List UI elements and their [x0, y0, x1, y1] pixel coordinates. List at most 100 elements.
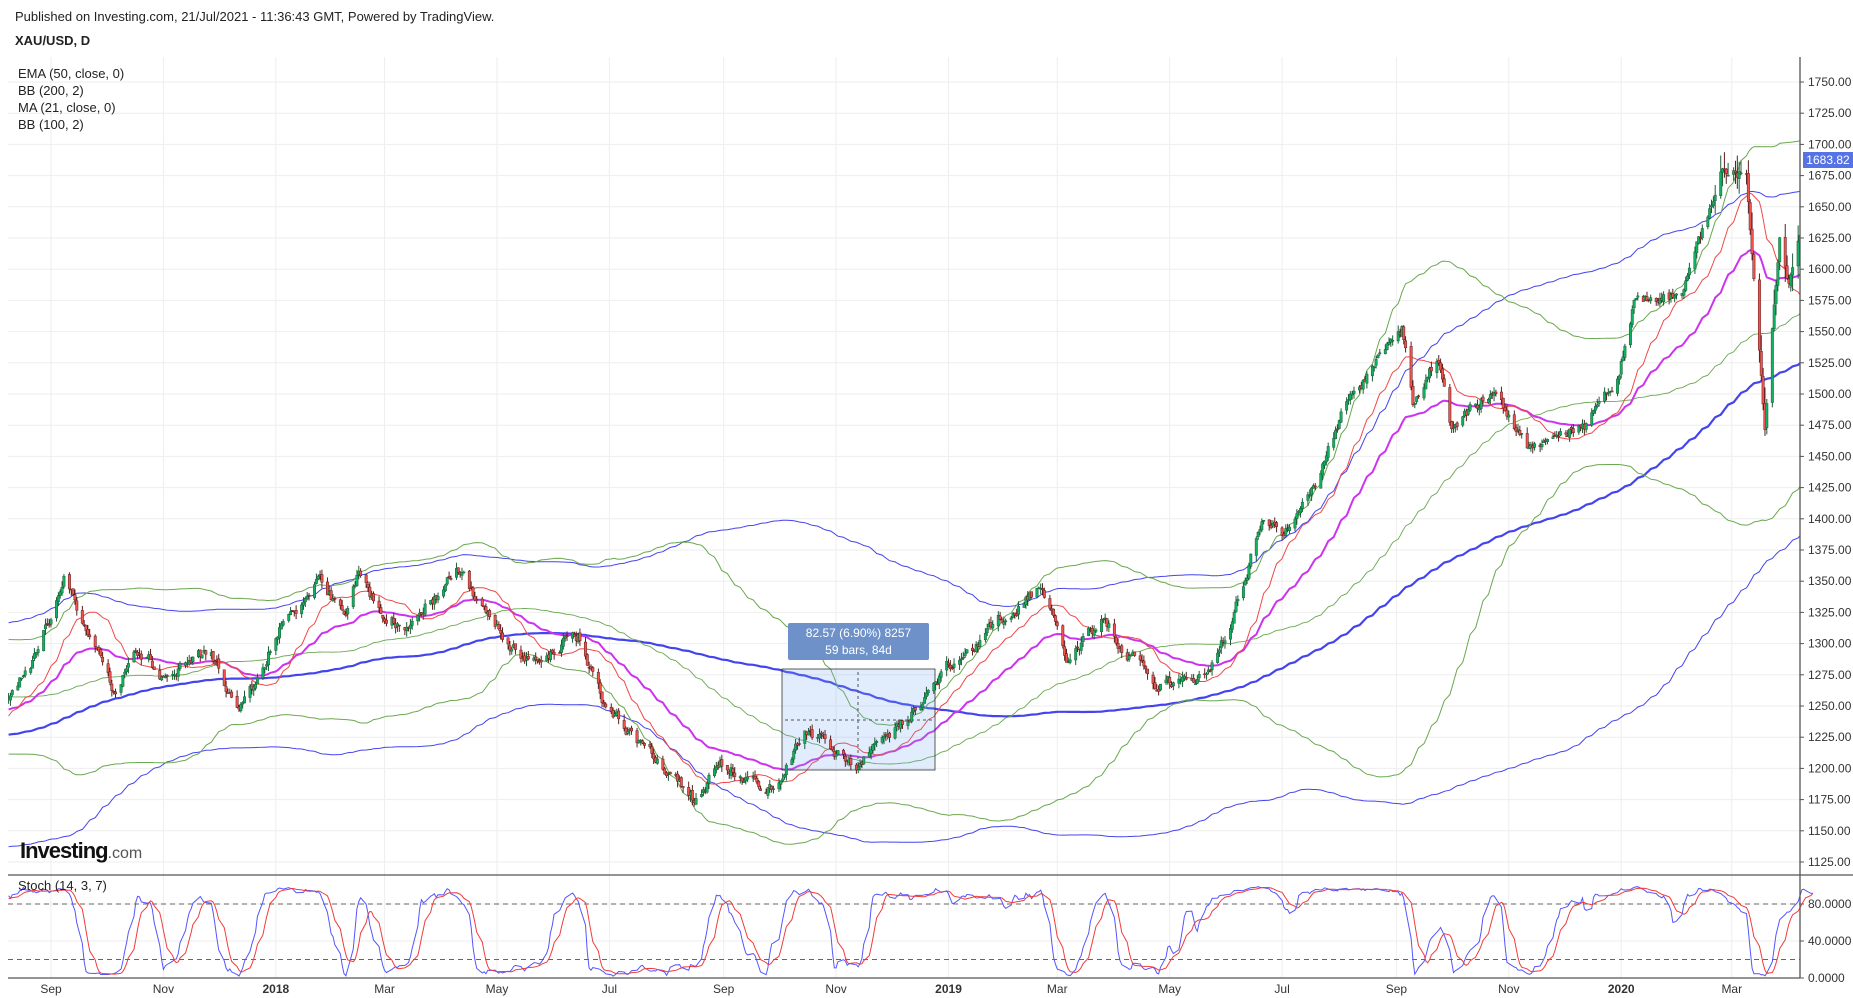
candle-up [432, 596, 436, 605]
candle-down [635, 730, 639, 744]
candle-down [377, 600, 381, 609]
candle-up [1210, 662, 1214, 670]
candle-up [862, 756, 866, 765]
candle-up [1230, 621, 1234, 630]
stoch-legend[interactable]: Stoch (14, 3, 7) [18, 878, 107, 893]
candle-up [460, 571, 464, 576]
candle-up [18, 677, 22, 688]
candle-up [274, 638, 278, 651]
candle-up [910, 711, 914, 722]
candle-up [1306, 494, 1310, 501]
candle-up [279, 623, 283, 630]
candle-down [550, 649, 554, 653]
candle-down [1404, 340, 1408, 349]
candle-up [1345, 401, 1349, 411]
candle-down [585, 654, 589, 666]
candle-up [807, 731, 810, 736]
candle-up [1245, 577, 1249, 581]
candle-up [1243, 580, 1247, 586]
candle-down [1120, 645, 1124, 653]
candle-up [1772, 304, 1776, 329]
candle-up [410, 620, 414, 626]
candle-up [1791, 267, 1795, 276]
candle-down [307, 594, 311, 597]
candle-up [934, 681, 938, 685]
candle-up [1376, 354, 1380, 359]
candle-down [1153, 682, 1157, 689]
candle-down [359, 570, 363, 577]
candle-up [351, 586, 355, 607]
indicator-legend: EMA (50, close, 0) BB (200, 2) MA (21, c… [18, 65, 124, 133]
candle-up [1487, 399, 1490, 403]
y-tick-label: 1225.00 [1808, 730, 1852, 744]
candle-up [1293, 518, 1297, 529]
candle-up [1002, 621, 1006, 625]
candle-down [1439, 362, 1443, 371]
candle-up [961, 656, 965, 659]
candle-down [1192, 678, 1196, 683]
legend-bb200[interactable]: BB (200, 2) [18, 83, 84, 98]
candle-up [818, 734, 821, 739]
candle-up [1593, 406, 1597, 411]
candle-down [1761, 376, 1765, 405]
candle-down [1208, 670, 1212, 672]
candle-down [998, 615, 1002, 620]
candle-up [1623, 345, 1627, 358]
candle-up [316, 576, 320, 580]
stoch-k-line [8, 886, 1813, 977]
candle-down [1783, 237, 1787, 268]
candle-up [32, 653, 36, 659]
candle-up [121, 674, 125, 687]
x-tick-label: 2018 [262, 982, 289, 996]
candle-up [707, 774, 711, 784]
candle-up [714, 766, 718, 771]
candle-up [1632, 299, 1636, 309]
candle-up [932, 682, 936, 692]
candle-down [1168, 676, 1172, 684]
y-tick-label: 1550.00 [1808, 325, 1852, 339]
candle-down [372, 593, 375, 602]
candle-up [1334, 429, 1337, 440]
x-tick-label: Nov [153, 982, 174, 996]
candle-up [263, 667, 267, 670]
candle-down [86, 629, 90, 636]
candle-down [1030, 591, 1033, 598]
candle-up [20, 677, 23, 680]
candle-up [1713, 194, 1717, 201]
candle-down [753, 776, 757, 780]
candle-up [1352, 390, 1356, 394]
candle-up [1241, 586, 1245, 599]
candle-up [1284, 528, 1288, 536]
candle-up [1326, 446, 1330, 458]
candle-up [1603, 391, 1607, 402]
candle-down [609, 707, 613, 713]
legend-ma21[interactable]: MA (21, close, 0) [18, 100, 116, 115]
candle-up [1159, 683, 1162, 691]
symbol-title: XAU/USD, D [15, 33, 91, 48]
candle-down [679, 777, 683, 787]
candle-up [278, 627, 281, 639]
candle-up [1339, 411, 1343, 423]
legend-ema50[interactable]: EMA (50, close, 0) [18, 66, 125, 81]
y-tick-label: 1575.00 [1808, 293, 1852, 307]
candle-down [139, 653, 143, 660]
ma21-line [8, 192, 1800, 785]
candle-down [1142, 660, 1146, 667]
candle-up [766, 787, 770, 796]
legend-bb100[interactable]: BB (100, 2) [18, 117, 84, 132]
stoch-d-line [8, 886, 1814, 975]
candle-down [1065, 653, 1068, 663]
candle-down [578, 632, 582, 642]
candle-up [442, 589, 446, 597]
candle-up [1468, 404, 1472, 411]
candle-down [1671, 292, 1675, 298]
candle-up [191, 656, 195, 662]
candle-down [1750, 228, 1754, 255]
candle-up [1428, 368, 1431, 379]
candle-up [1100, 618, 1103, 632]
candle-up [303, 597, 307, 603]
candle-up [1708, 208, 1712, 219]
candle-up [1164, 679, 1168, 684]
candle-up [1520, 433, 1524, 435]
